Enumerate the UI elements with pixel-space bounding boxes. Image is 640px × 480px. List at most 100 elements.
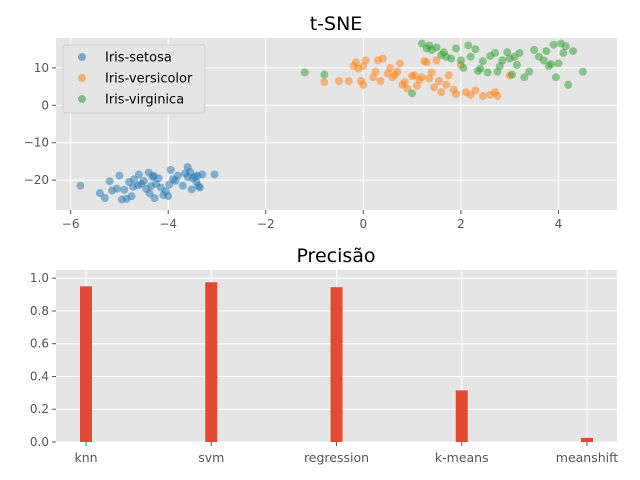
tsne-point-series-1 bbox=[395, 59, 404, 68]
tsne-point-series-2 bbox=[578, 67, 587, 76]
precision-y-tick-label: 0.2 bbox=[30, 402, 49, 416]
tsne-point-series-0 bbox=[100, 194, 109, 203]
precision-x-tick-label: meanshift bbox=[556, 450, 619, 465]
tsne-point-series-1 bbox=[359, 80, 368, 89]
tsne-point-series-0 bbox=[133, 181, 142, 190]
tsne-point-series-1 bbox=[427, 68, 436, 77]
tsne-point-series-0 bbox=[139, 176, 148, 185]
tsne-x-tick-label: −6 bbox=[62, 217, 80, 231]
tsne-point-series-2 bbox=[549, 40, 558, 49]
precision-y-tick-label: 0.4 bbox=[30, 369, 49, 383]
tsne-point-series-2 bbox=[456, 56, 465, 65]
tsne-point-series-0 bbox=[166, 165, 175, 174]
tsne-point-series-2 bbox=[564, 80, 573, 89]
tsne-point-series-0 bbox=[150, 194, 159, 203]
tsne-point-series-1 bbox=[412, 81, 421, 90]
precision-x-tick-label: regression bbox=[304, 450, 369, 465]
tsne-point-series-2 bbox=[476, 64, 485, 73]
tsne-point-series-2 bbox=[530, 45, 539, 54]
tsne-point-series-0 bbox=[154, 174, 163, 183]
tsne-point-series-2 bbox=[471, 45, 480, 54]
precision-y-tick-label: 1.0 bbox=[30, 271, 49, 285]
tsne-x-tick-label: 0 bbox=[360, 217, 368, 231]
tsne-point-series-2 bbox=[408, 89, 417, 98]
legend-label-versicolor: Iris-versicolor bbox=[105, 72, 193, 87]
legend-marker-setosa bbox=[78, 53, 86, 61]
tsne-x-tick-label: −2 bbox=[257, 217, 275, 231]
tsne-point-series-2 bbox=[447, 54, 456, 63]
tsne-point-series-0 bbox=[183, 173, 192, 182]
tsne-point-series-2 bbox=[503, 48, 512, 57]
tsne-point-series-2 bbox=[569, 47, 578, 56]
tsne-point-series-0 bbox=[95, 189, 104, 198]
tsne-point-series-2 bbox=[547, 60, 556, 69]
legend-marker-virginica bbox=[78, 95, 86, 103]
tsne-point-series-1 bbox=[352, 58, 361, 67]
tsne-point-series-2 bbox=[491, 48, 500, 57]
tsne-point-series-1 bbox=[400, 78, 409, 87]
tsne-point-series-2 bbox=[300, 68, 309, 77]
tsne-point-series-2 bbox=[459, 63, 468, 72]
tsne-points bbox=[76, 39, 587, 204]
tsne-point-series-0 bbox=[130, 175, 139, 184]
tsne-point-series-2 bbox=[498, 56, 507, 65]
tsne-point-series-1 bbox=[344, 77, 353, 85]
tsne-point-series-1 bbox=[437, 88, 446, 97]
legend-label-setosa: Iris-setosa bbox=[105, 51, 172, 66]
precision-x-tick-label: knn bbox=[74, 450, 97, 465]
tsne-point-series-1 bbox=[378, 54, 387, 63]
tsne-point-series-2 bbox=[452, 44, 461, 53]
tsne-point-series-1 bbox=[334, 77, 343, 85]
tsne-point-series-1 bbox=[444, 71, 453, 80]
tsne-point-series-0 bbox=[120, 185, 129, 194]
tsne-point-series-1 bbox=[493, 91, 502, 100]
legend-label-virginica: Iris-virginica bbox=[105, 93, 184, 108]
tsne-point-series-1 bbox=[417, 73, 426, 82]
tsne-point-series-0 bbox=[210, 170, 219, 179]
tsne-point-series-2 bbox=[512, 60, 521, 69]
tsne-x-tick-label: 2 bbox=[457, 217, 465, 231]
precision-ticks: 0.0 0.2 0.4 0.6 0.8 1.0 knn svm regression k-mean… bbox=[30, 271, 618, 465]
tsne-point-series-0 bbox=[198, 170, 207, 179]
precision-bar-meanshift bbox=[581, 437, 593, 442]
tsne-point-series-2 bbox=[483, 68, 492, 77]
precision-bar-k-means bbox=[455, 390, 468, 442]
tsne-point-series-0 bbox=[195, 183, 204, 192]
tsne-point-series-1 bbox=[478, 91, 487, 100]
tsne-point-series-0 bbox=[173, 171, 182, 180]
tsne-point-series-1 bbox=[386, 63, 395, 72]
tsne-point-series-0 bbox=[105, 177, 114, 186]
tsne-point-series-1 bbox=[422, 58, 431, 67]
tsne-point-series-2 bbox=[542, 47, 551, 56]
tsne-point-series-1 bbox=[403, 84, 412, 93]
tsne-point-series-1 bbox=[430, 83, 439, 92]
tsne-point-series-2 bbox=[561, 42, 570, 51]
tsne-point-series-2 bbox=[552, 73, 561, 82]
tsne-point-series-1 bbox=[361, 56, 370, 65]
tsne-title: t-SNE bbox=[310, 13, 363, 35]
tsne-point-series-1 bbox=[320, 78, 329, 87]
tsne-point-series-0 bbox=[127, 192, 136, 201]
tsne-point-series-1 bbox=[376, 77, 385, 85]
tsne-point-series-0 bbox=[134, 170, 143, 179]
tsne-point-series-1 bbox=[432, 56, 441, 65]
tsne-y-tick-label: −10 bbox=[24, 136, 49, 150]
tsne-point-series-0 bbox=[164, 192, 173, 201]
precision-chart: Precisão 0.0 0.2 0.4 0.6 0.8 1.0 knn svm regress… bbox=[30, 245, 618, 465]
tsne-point-series-2 bbox=[539, 56, 548, 65]
tsne-point-series-1 bbox=[425, 74, 434, 83]
tsne-y-tick-label: 10 bbox=[34, 61, 49, 75]
tsne-point-series-2 bbox=[515, 48, 524, 57]
tsne-point-series-2 bbox=[554, 59, 563, 68]
precision-title: Precisão bbox=[296, 245, 375, 267]
precision-y-tick-label: 0.8 bbox=[30, 304, 49, 318]
tsne-point-series-2 bbox=[478, 57, 487, 66]
precision-bar-svm bbox=[205, 282, 218, 442]
tsne-legend: Iris-setosa Iris-versicolor Iris-virgini… bbox=[62, 44, 206, 114]
tsne-point-series-2 bbox=[320, 70, 329, 79]
tsne-point-series-2 bbox=[417, 39, 426, 48]
tsne-point-series-2 bbox=[508, 70, 517, 79]
